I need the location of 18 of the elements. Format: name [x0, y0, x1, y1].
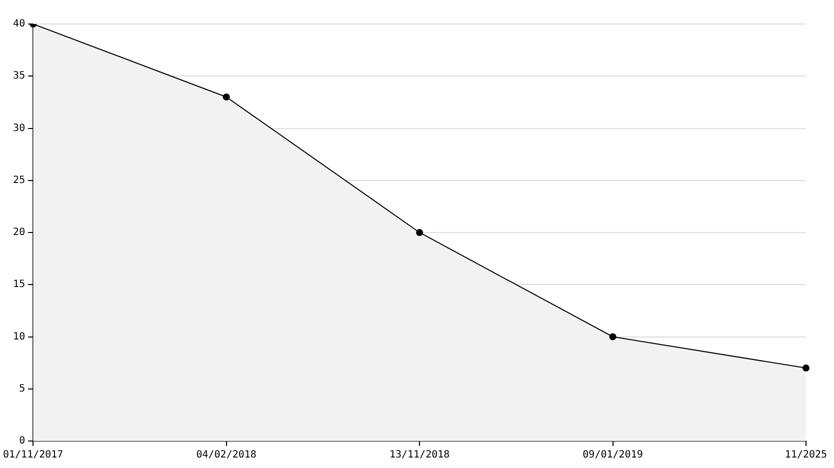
point	[222, 93, 230, 100]
y-tick-label: 5	[19, 383, 26, 394]
y-tick-label: 20	[13, 227, 26, 238]
point	[802, 364, 810, 372]
x-tick-label: 01/11/2017	[2, 450, 64, 461]
x-tick-label: 13/11/2018	[389, 450, 450, 461]
y-tick-label: 40	[13, 18, 26, 30]
x-tick-label: 11/2025	[784, 450, 828, 461]
y-tick-label: 35	[13, 70, 26, 82]
point	[416, 229, 424, 236]
y-tick-label: 10	[13, 331, 26, 342]
x-tick-label: 04/02/2018	[196, 450, 256, 461]
y-tick-label: 0	[19, 436, 26, 447]
y-tick-label: 25	[13, 174, 26, 186]
point	[609, 333, 616, 340]
y-tick-label: 30	[13, 122, 26, 134]
x-tick-label: 09/01/2019	[582, 450, 643, 461]
y-tick-label: 15	[13, 279, 26, 290]
